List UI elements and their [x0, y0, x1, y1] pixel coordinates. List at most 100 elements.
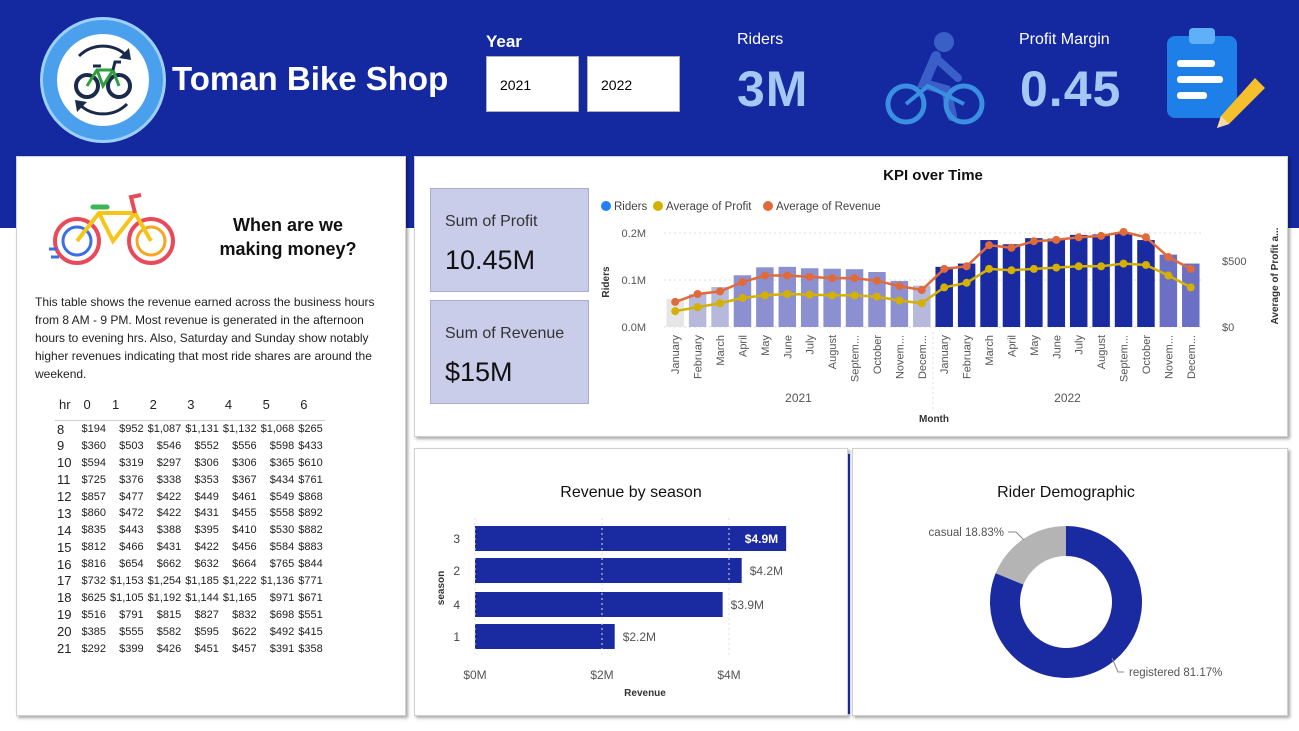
left-divider — [409, 156, 411, 228]
x-tick-label: October — [872, 335, 884, 374]
label-leader — [1111, 657, 1124, 673]
riders-bar — [935, 266, 953, 327]
revenue-cell: $1,087 — [147, 423, 182, 436]
y-axis-title: Riders — [601, 266, 612, 298]
table-row: 18 $625 $1,105 $1,192 $1,144 $1,165 $971 $671 — [55, 589, 325, 606]
revenue-cell: $338 — [156, 473, 182, 486]
revenue-cell: $1,192 — [147, 591, 182, 604]
x-tick-label: February — [693, 335, 705, 380]
revenue-cell: $472 — [119, 507, 144, 520]
revenue-cell: $971 — [269, 591, 295, 604]
revenue-cell: $426 — [156, 642, 182, 655]
x-tick-label: August — [827, 335, 839, 369]
revenue-point — [716, 287, 725, 296]
profit-point — [872, 292, 881, 301]
revenue-point — [940, 264, 949, 273]
riders-bar — [1047, 238, 1066, 327]
revenue-cell: $791 — [119, 608, 144, 621]
revenue-cell: $552 — [194, 439, 219, 452]
revenue-cell: $492 — [269, 625, 295, 638]
revenue-cell: $388 — [156, 524, 182, 537]
day-column-header: 1 — [107, 397, 146, 421]
revenue-cell: $456 — [232, 541, 257, 554]
year-option-2021[interactable]: 2021 — [486, 56, 579, 112]
revenue-cell: $857 — [81, 490, 106, 503]
revenue-cell: $391 — [269, 642, 295, 655]
revenue-cell: $835 — [81, 524, 106, 537]
revenue-cell: $399 — [119, 642, 144, 655]
day-column-header: 6 — [296, 397, 325, 421]
revenue-point — [783, 271, 792, 280]
colorful-bike-icon — [47, 187, 187, 272]
riders-bar — [1025, 238, 1043, 327]
revenue-cell: $367 — [232, 473, 257, 486]
table-row: 15 $812 $466 $431 $422 $456 $584 $883 — [55, 539, 325, 556]
registered-label: registered 81.17% — [1129, 667, 1222, 679]
season-category-label: 4 — [453, 598, 460, 612]
hour-cell: 8 — [57, 421, 65, 437]
rider-demographic-chart[interactable]: Rider Demographic casual 18.83% registered… — [856, 452, 1284, 712]
profit-card: Sum of Profit 10.45M — [430, 188, 589, 292]
revenue-cell: $882 — [298, 524, 323, 537]
y-tick-label: 0.2M — [622, 228, 646, 240]
revenue-cell: $558 — [269, 507, 295, 520]
revenue-cell: $503 — [119, 439, 144, 452]
year-option-2022[interactable]: 2022 — [587, 56, 680, 112]
profit-card-value: 10.45M — [445, 245, 536, 275]
x-tick-label: June — [1051, 335, 1063, 359]
kpi-chart-title: KPI over Time — [883, 167, 983, 184]
x-tick-label: August — [1096, 335, 1108, 369]
x-tick-label: $0M — [463, 668, 486, 682]
legend-marker — [653, 201, 663, 211]
profit-point — [828, 291, 837, 300]
registered-slice — [990, 526, 1142, 678]
profit-point — [1119, 259, 1128, 268]
revenue-cell: $422 — [156, 507, 182, 520]
season-bar — [475, 624, 615, 649]
x-tick-label: January — [939, 335, 951, 375]
revenue-cell: $395 — [194, 524, 219, 537]
riders-bar — [1092, 234, 1110, 327]
clipboard-pencil-icon — [1163, 26, 1273, 137]
x-tick-label: June — [782, 335, 794, 359]
revenue-cell: $625 — [81, 591, 106, 604]
profit-point — [985, 264, 994, 273]
profit-point — [895, 296, 904, 305]
revenue-cell: $584 — [269, 541, 295, 554]
revenue-point — [738, 278, 747, 287]
revenue-cell: $725 — [81, 473, 106, 486]
revenue-point — [1186, 264, 1195, 273]
cyclist-icon — [884, 30, 986, 131]
hour-cell: 15 — [57, 539, 72, 555]
x-tick-label: April — [737, 335, 749, 357]
riders-bar — [1069, 234, 1088, 327]
revenue-cell: $360 — [81, 439, 106, 452]
revenue-cell: $194 — [81, 423, 106, 436]
hour-cell: 17 — [57, 573, 72, 589]
riders-bar — [1114, 232, 1133, 327]
hour-cell: 12 — [57, 489, 72, 504]
hour-cell: 9 — [57, 438, 65, 454]
revenue-cell: $1,131 — [185, 423, 219, 436]
y2-tick-label: $500 — [1222, 256, 1246, 268]
revenue-cell: $1,153 — [109, 574, 144, 587]
revenue-cell: $551 — [298, 608, 323, 621]
y2-tick-label: $0 — [1222, 322, 1234, 334]
revenue-cell: $1,068 — [260, 423, 295, 436]
table-row: 10 $594 $319 $297 $306 $306 $365 $610 — [55, 454, 325, 471]
revenue-cell: $431 — [156, 541, 182, 554]
casual-label: casual 18.83% — [929, 527, 1004, 539]
revenue-cell: $422 — [194, 541, 219, 554]
x-tick-label: March — [715, 335, 727, 366]
table-row: 19 $516 $791 $815 $827 $832 $698 $551 — [55, 606, 325, 623]
revenue-by-season-chart[interactable]: Revenue by season 3 $4.9M 2 $4.2M 4 $3.9M 1 $2.2… — [418, 452, 844, 712]
legend-item: Riders — [614, 201, 647, 213]
revenue-cell: $546 — [156, 439, 182, 452]
profit-point — [962, 278, 971, 287]
kpi-over-time-chart[interactable]: KPI over Time Riders Average of Profit Aver… — [596, 160, 1286, 432]
revenue-point — [760, 271, 769, 280]
x-tick-label: May — [1029, 335, 1041, 356]
profit-margin-value: 0.45 — [1020, 61, 1122, 117]
